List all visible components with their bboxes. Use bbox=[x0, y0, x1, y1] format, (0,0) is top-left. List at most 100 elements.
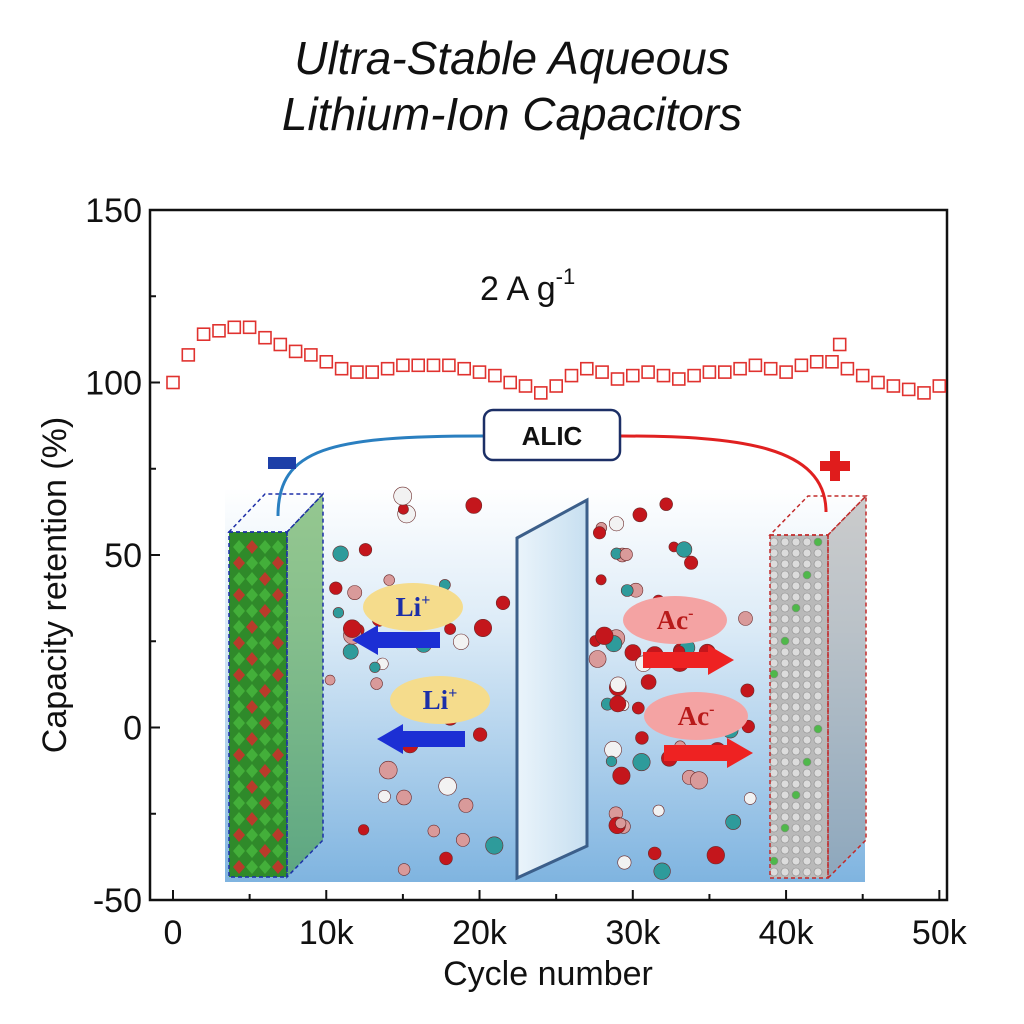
crystal-tile bbox=[272, 716, 284, 730]
crystal-tile bbox=[259, 572, 271, 586]
molecule-atom bbox=[383, 574, 395, 586]
crystal-tile bbox=[272, 636, 284, 650]
molecule-atom bbox=[473, 727, 488, 742]
crystal-tile bbox=[246, 748, 258, 762]
carbon-atom bbox=[802, 691, 812, 701]
x-axis-title: Cycle number bbox=[443, 955, 653, 993]
molecule-atom bbox=[397, 503, 409, 515]
carbon-atom bbox=[802, 834, 812, 844]
data-point bbox=[717, 365, 732, 379]
carbon-atom bbox=[769, 757, 779, 767]
carbon-atom bbox=[813, 801, 823, 811]
crystal-tile bbox=[246, 716, 258, 730]
crystal-tile bbox=[259, 796, 271, 810]
crystal-tile bbox=[246, 828, 258, 842]
y-tick-label: 50 bbox=[104, 537, 142, 575]
carbon-atom bbox=[813, 845, 823, 855]
data-point bbox=[748, 358, 763, 373]
data-point bbox=[396, 358, 410, 373]
carbon-atom bbox=[769, 537, 779, 547]
data-point bbox=[871, 375, 885, 390]
carbon-atom bbox=[769, 559, 779, 569]
anion-label: Ac- bbox=[657, 605, 694, 635]
carbon-atom bbox=[813, 823, 823, 833]
carbon-atom bbox=[813, 636, 823, 646]
carbon-atom bbox=[769, 614, 779, 624]
data-point bbox=[779, 365, 793, 379]
carbon-atom bbox=[791, 559, 801, 569]
carbon-atom bbox=[802, 801, 812, 811]
carbon-atom bbox=[802, 713, 812, 723]
carbon-atom bbox=[780, 636, 790, 646]
carbon-atom bbox=[791, 768, 801, 778]
separator-membrane bbox=[515, 497, 589, 881]
carbon-atom bbox=[791, 724, 801, 734]
carbon-atom bbox=[802, 537, 812, 547]
carbon-atom bbox=[780, 779, 790, 789]
crystal-tile bbox=[246, 572, 258, 586]
crystal-tile bbox=[246, 844, 258, 858]
carbon-atom bbox=[813, 812, 823, 822]
carbon-atom bbox=[802, 636, 812, 646]
crystal-tile bbox=[272, 764, 284, 778]
molecule-atom bbox=[740, 683, 755, 698]
data-point bbox=[166, 375, 180, 390]
molecule-atom bbox=[619, 547, 633, 561]
carbon-atom bbox=[802, 559, 812, 569]
data-point bbox=[411, 358, 426, 373]
data-point bbox=[288, 344, 303, 359]
x-tick-label: 20k bbox=[452, 914, 508, 952]
crystal-tile bbox=[246, 764, 258, 778]
carbon-atom bbox=[791, 856, 801, 866]
carbon-atom bbox=[802, 548, 812, 558]
data-point bbox=[825, 354, 839, 369]
carbon-atom bbox=[802, 658, 812, 668]
molecule-atom bbox=[609, 676, 626, 693]
carbon-atom bbox=[813, 735, 823, 745]
data-point bbox=[564, 368, 579, 383]
molecule-atom bbox=[393, 486, 413, 506]
carbon-atom bbox=[813, 592, 823, 602]
carbon-atom bbox=[813, 625, 823, 635]
carbon-atom bbox=[780, 812, 790, 822]
cation-bubble bbox=[363, 583, 463, 631]
carbon-atom bbox=[769, 570, 779, 580]
carbon-atom bbox=[802, 625, 812, 635]
molecule-atom bbox=[332, 607, 345, 619]
anion-arrow-right bbox=[643, 645, 734, 675]
x-tick-label: 40k bbox=[759, 914, 815, 952]
negative-pole-sign bbox=[268, 457, 296, 469]
molecule-atom bbox=[615, 817, 627, 829]
carbon-atom bbox=[791, 625, 801, 635]
crystal-tile bbox=[233, 588, 245, 602]
carbon-atom bbox=[802, 647, 812, 657]
carbon-atom bbox=[813, 658, 823, 668]
crystal-tile bbox=[233, 636, 245, 650]
data-point bbox=[595, 365, 609, 379]
carbon-atom bbox=[802, 845, 812, 855]
crystal-tile bbox=[246, 684, 258, 698]
crystal-tile bbox=[233, 572, 245, 586]
crystal-tile bbox=[259, 828, 271, 842]
carbon-atom bbox=[813, 746, 823, 756]
carbon-atom bbox=[802, 735, 812, 745]
crystal-tile bbox=[246, 732, 258, 746]
carbon-atom bbox=[813, 680, 823, 690]
data-point bbox=[641, 365, 655, 379]
carbon-atom bbox=[802, 768, 812, 778]
carbon-atom bbox=[802, 867, 812, 877]
carbon-atom bbox=[791, 636, 801, 646]
carbon-atom bbox=[769, 746, 779, 756]
wire-positive bbox=[619, 434, 828, 513]
crystal-tile bbox=[272, 828, 284, 842]
carbon-atom bbox=[769, 669, 779, 679]
data-point bbox=[472, 365, 487, 379]
data-point bbox=[763, 361, 778, 376]
crystal-tile bbox=[233, 780, 245, 794]
cation-arrow-left bbox=[352, 625, 440, 655]
carbon-atom bbox=[791, 680, 801, 690]
data-point bbox=[380, 361, 395, 376]
crystal-tile bbox=[259, 668, 271, 682]
molecule-atom bbox=[595, 626, 614, 645]
carbon-atom bbox=[791, 790, 801, 800]
